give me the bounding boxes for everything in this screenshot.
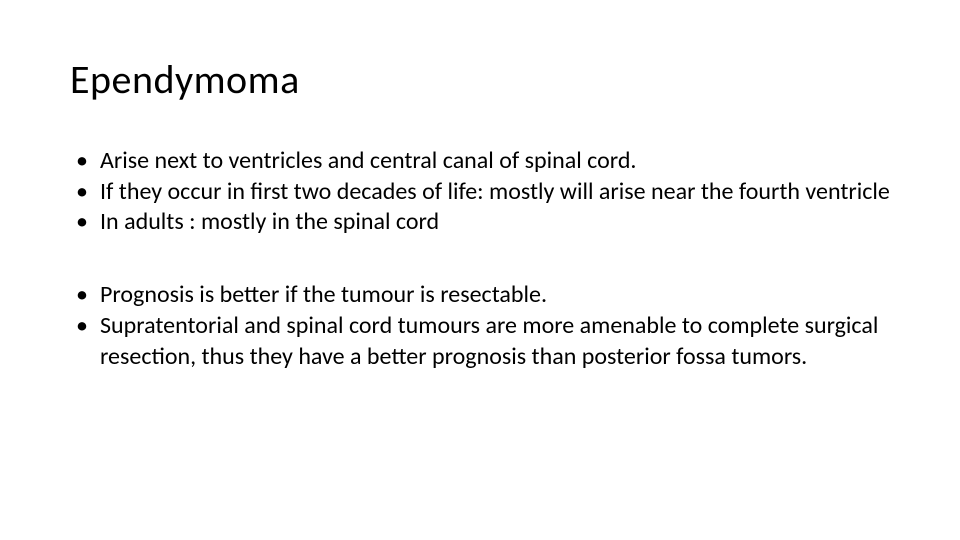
bullet-item: Arise next to ventricles and central can… [70, 146, 890, 177]
slide-title: Ependymoma [70, 55, 890, 104]
bullet-item: Prognosis is better if the tumour is res… [70, 280, 890, 311]
bullet-group-1: Arise next to ventricles and central can… [70, 146, 890, 238]
bullet-item: If they occur in first two decades of li… [70, 177, 890, 208]
bullet-group-2: Prognosis is better if the tumour is res… [70, 280, 890, 372]
bullet-item: Supratentorial and spinal cord tumours a… [70, 311, 890, 372]
bullet-item: In adults : mostly in the spinal cord [70, 207, 890, 238]
slide-container: Ependymoma Arise next to ventricles and … [0, 0, 960, 454]
